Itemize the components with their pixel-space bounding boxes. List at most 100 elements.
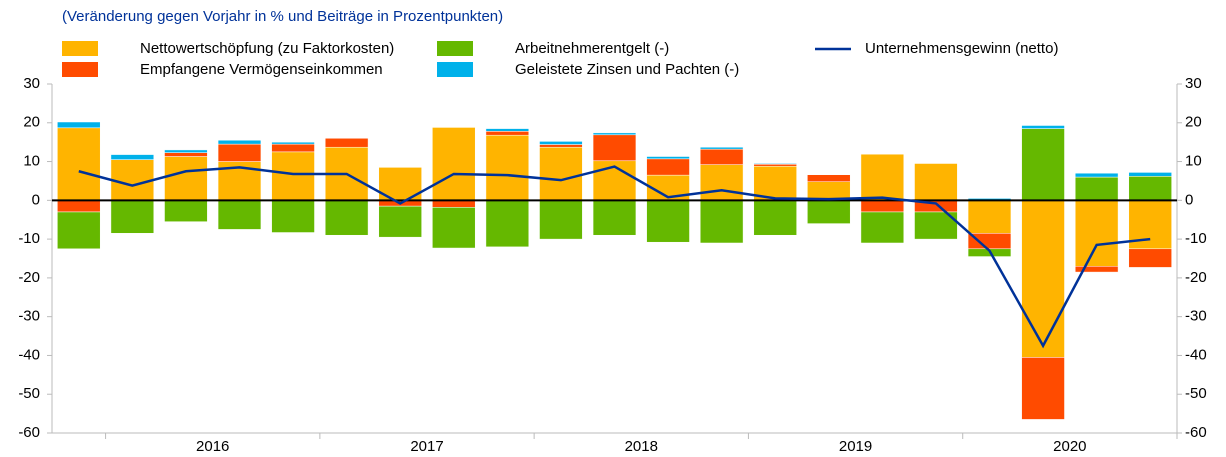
line-series: [78, 165, 1151, 349]
bar-segment: [592, 132, 637, 136]
legend-label: Nettowertschöpfung (zu Faktorkosten): [140, 40, 394, 57]
bar-segment: [485, 131, 530, 136]
bar-segment: [164, 156, 208, 201]
bar-segment: [1128, 172, 1172, 177]
bar-segment: [807, 174, 851, 182]
bar-segment: [699, 200, 744, 244]
y-tick-label: -30: [18, 308, 40, 325]
y-tick-label: 0: [32, 191, 40, 208]
bar-segment: [271, 200, 315, 233]
y-tick-label: -50: [18, 385, 40, 402]
legend-swatch: [437, 62, 473, 77]
bar-segment: [860, 200, 905, 213]
bar-segment: [1021, 128, 1065, 201]
legend-label: Unternehmensgewinn (netto): [865, 40, 1058, 57]
x-tick-label: 2018: [625, 438, 658, 455]
bar-segment: [1128, 176, 1172, 201]
bar-segment: [1128, 248, 1172, 268]
legend-swatch: [62, 41, 98, 56]
bar-segment: [539, 144, 583, 148]
y2-tick-label: 30: [1185, 75, 1202, 92]
bar-segment: [57, 121, 101, 129]
bar-segment: [432, 207, 476, 249]
bar-segment: [57, 211, 101, 250]
y-tick-label: -40: [18, 346, 40, 363]
bar-segment: [860, 153, 905, 201]
x-tick-label: 2019: [839, 438, 872, 455]
bar-segment: [57, 200, 101, 213]
bar-segment: [110, 159, 155, 201]
bar-segment: [164, 149, 208, 153]
bar-segment: [592, 134, 637, 162]
y2-tick-label: -50: [1185, 385, 1207, 402]
y2-tick-label: -30: [1185, 308, 1207, 325]
chart-subtitle: (Veränderung gegen Vorjahr in % und Beit…: [62, 8, 503, 25]
bar-segment: [1074, 266, 1119, 273]
bar-segment: [217, 143, 262, 162]
y2-tick-label: -10: [1185, 230, 1207, 247]
bar-segment: [1021, 357, 1065, 420]
bar-segment: [164, 152, 208, 157]
bar-segment: [110, 154, 155, 160]
y-tick-label: 10: [23, 153, 40, 170]
bar-segment: [699, 146, 744, 150]
bar-segment: [753, 163, 797, 165]
y-tick-label: 20: [23, 114, 40, 131]
y2-tick-label: 10: [1185, 153, 1202, 170]
x-tick-label: 2017: [410, 438, 443, 455]
bar-segment: [592, 200, 637, 236]
bar-segment: [217, 200, 262, 230]
bar-segment: [324, 200, 369, 236]
y-tick-label: -20: [18, 269, 40, 286]
y2-tick-label: -40: [1185, 346, 1207, 363]
bar-segment: [860, 211, 905, 244]
bar-segment: [539, 200, 583, 240]
y2-tick-label: -60: [1185, 424, 1207, 441]
x-tick-label: 2020: [1053, 438, 1086, 455]
bar-segment: [539, 146, 583, 201]
bar-segment: [699, 164, 744, 201]
legend-label: Geleistete Zinsen und Pachten (-): [515, 61, 739, 78]
y-tick-label: -60: [18, 424, 40, 441]
bar-segment: [967, 233, 1012, 250]
bar-segment: [271, 141, 315, 145]
bar-segment: [1074, 200, 1119, 267]
bar-segment: [646, 156, 690, 160]
bar-segment: [914, 163, 958, 201]
bar-segment: [699, 148, 744, 165]
bar-segment: [753, 164, 797, 167]
bar-segment: [646, 200, 690, 243]
bar-segment: [967, 200, 1012, 234]
bar-segment: [485, 200, 530, 248]
bar-segment: [1021, 200, 1065, 358]
bar-segment: [57, 127, 101, 201]
x-tick-label: 2016: [196, 438, 229, 455]
legend-label: Empfangene Vermögenseinkommen: [140, 61, 383, 78]
y2-tick-label: 0: [1185, 191, 1193, 208]
bar-segment: [1021, 125, 1065, 129]
y-tick-label: -10: [18, 230, 40, 247]
legend-label: Arbeitnehmerentgelt (-): [515, 40, 669, 57]
bar-segment: [164, 200, 208, 222]
bar-segment: [1074, 172, 1119, 178]
bar-segment: [646, 158, 690, 176]
bar-segment: [271, 143, 315, 153]
legend-swatch: [62, 62, 98, 77]
y2-tick-label: 20: [1185, 114, 1202, 131]
bar-segment: [324, 138, 369, 148]
bar-segment: [539, 141, 583, 145]
bar-segment: [271, 151, 315, 201]
bar-segment: [217, 139, 262, 145]
legend-swatch: [437, 41, 473, 56]
bar-segment: [807, 200, 851, 224]
y-tick-label: 30: [23, 75, 40, 92]
y2-tick-label: -20: [1185, 269, 1207, 286]
bar-segment: [485, 134, 530, 201]
bar-segment: [485, 128, 530, 132]
bar-segment: [1074, 176, 1119, 201]
bar-segment: [378, 205, 422, 238]
bar-segment: [432, 127, 476, 201]
bar-segment: [432, 200, 476, 208]
bar-segment: [753, 200, 797, 236]
